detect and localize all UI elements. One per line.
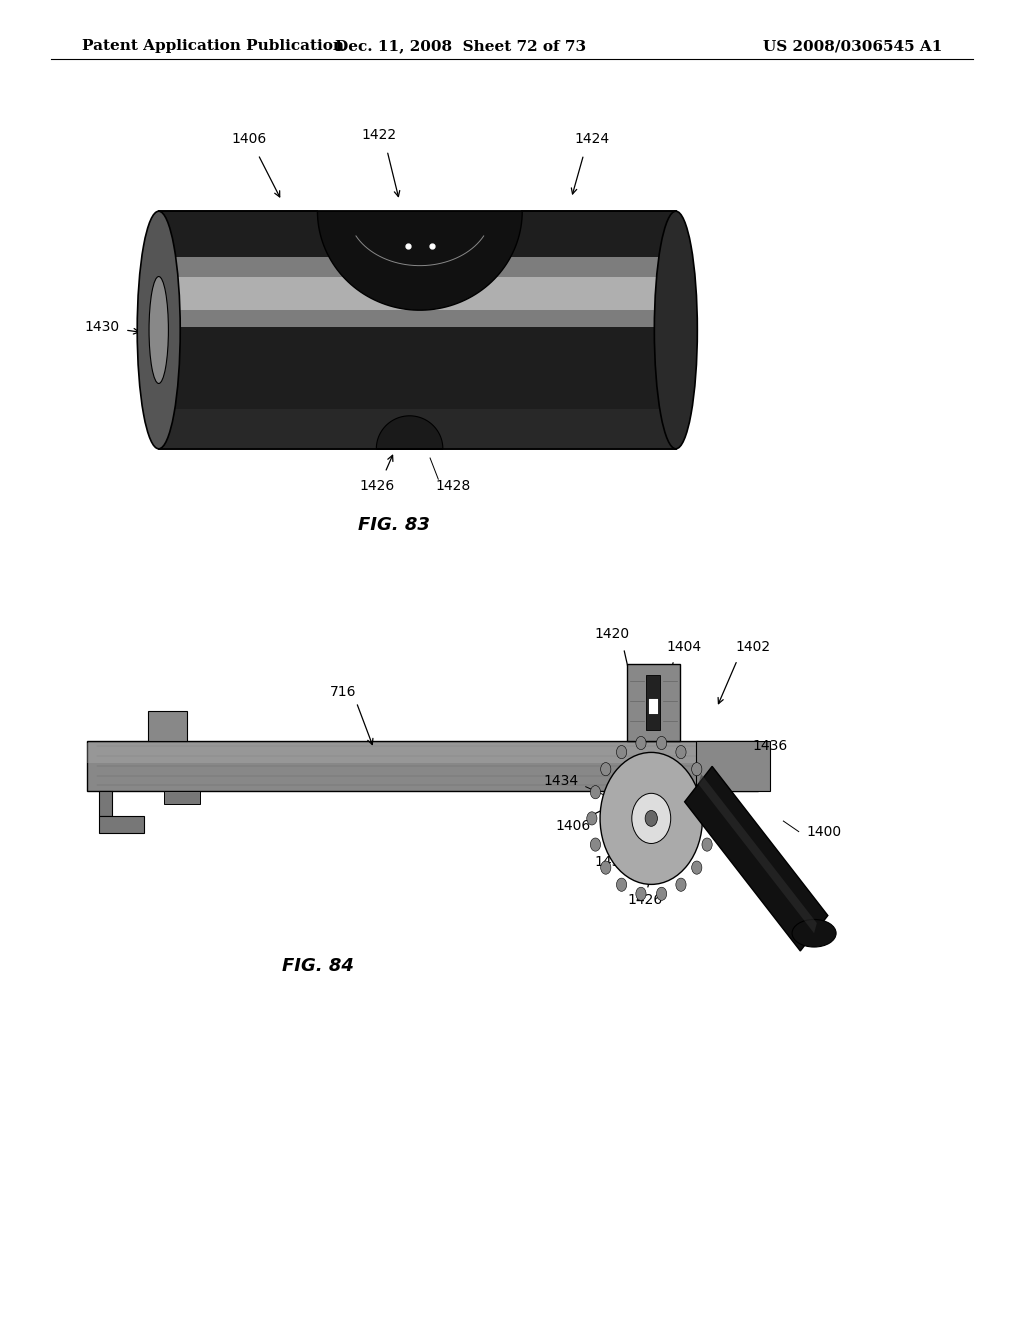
Polygon shape [159, 409, 676, 449]
Polygon shape [627, 664, 680, 741]
Circle shape [616, 746, 627, 759]
Polygon shape [377, 416, 442, 449]
Circle shape [676, 746, 686, 759]
Text: 1406: 1406 [231, 132, 266, 145]
Text: 1430: 1430 [85, 321, 120, 334]
Circle shape [676, 878, 686, 891]
Polygon shape [87, 743, 758, 763]
Polygon shape [148, 711, 187, 741]
Text: Dec. 11, 2008  Sheet 72 of 73: Dec. 11, 2008 Sheet 72 of 73 [335, 40, 587, 53]
Polygon shape [317, 211, 522, 310]
Text: 1426: 1426 [359, 479, 394, 492]
Polygon shape [696, 741, 770, 791]
Text: 1420: 1420 [595, 627, 630, 640]
Circle shape [600, 752, 702, 884]
Polygon shape [646, 675, 660, 730]
Ellipse shape [654, 211, 697, 449]
Circle shape [656, 737, 667, 750]
Circle shape [616, 878, 627, 891]
Ellipse shape [137, 211, 180, 449]
Circle shape [656, 887, 667, 900]
Polygon shape [648, 698, 658, 714]
Text: 716: 716 [330, 685, 356, 698]
Polygon shape [164, 791, 200, 804]
Ellipse shape [793, 920, 836, 946]
Polygon shape [685, 767, 827, 950]
Circle shape [645, 810, 657, 826]
Text: Patent Application Publication: Patent Application Publication [82, 40, 344, 53]
Text: 1424: 1424 [574, 132, 609, 145]
Text: FIG. 84: FIG. 84 [282, 957, 353, 975]
Circle shape [636, 737, 646, 750]
Circle shape [706, 812, 716, 825]
Ellipse shape [150, 277, 168, 383]
Text: US 2008/0306545 A1: US 2008/0306545 A1 [763, 40, 942, 53]
Circle shape [691, 763, 701, 776]
Polygon shape [698, 774, 817, 933]
Text: 1400: 1400 [807, 825, 842, 838]
Polygon shape [98, 791, 113, 816]
Polygon shape [159, 211, 676, 449]
Text: 1428: 1428 [435, 479, 470, 492]
Polygon shape [98, 816, 144, 833]
Text: FIG. 83: FIG. 83 [358, 516, 430, 535]
Circle shape [601, 763, 611, 776]
Circle shape [590, 785, 600, 799]
Text: 1402: 1402 [735, 640, 770, 653]
Circle shape [702, 785, 713, 799]
Text: 1432: 1432 [595, 855, 630, 869]
Circle shape [691, 861, 701, 874]
Circle shape [636, 887, 646, 900]
Polygon shape [87, 741, 758, 791]
Text: 1434: 1434 [544, 775, 579, 788]
Circle shape [702, 838, 713, 851]
Circle shape [632, 793, 671, 843]
Text: 1438: 1438 [637, 777, 672, 791]
Circle shape [587, 812, 597, 825]
Polygon shape [159, 257, 676, 327]
Circle shape [590, 838, 600, 851]
Text: 1406: 1406 [556, 820, 591, 833]
Text: 1426: 1426 [628, 894, 663, 907]
Text: 1436: 1436 [753, 739, 787, 752]
Text: 1404: 1404 [667, 640, 701, 653]
Circle shape [601, 861, 611, 874]
Text: 1422: 1422 [361, 128, 396, 141]
Polygon shape [159, 277, 676, 310]
